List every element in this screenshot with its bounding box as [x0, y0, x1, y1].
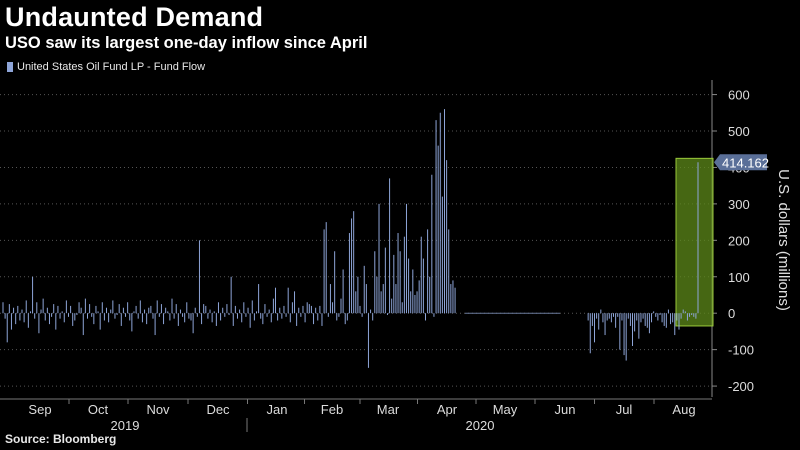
x-tick-label: Nov [146, 402, 170, 417]
last-value-callout [714, 154, 767, 171]
x-tick-label: Aug [672, 402, 695, 417]
x-tick-label: Feb [321, 402, 343, 417]
x-tick-label: Apr [437, 402, 458, 417]
y-tick-label: 500 [728, 124, 750, 139]
y-tick-label: 600 [728, 88, 750, 103]
source-note: Source: Bloomberg [5, 432, 117, 446]
x-tick-label: Jul [616, 402, 633, 417]
chart-subtitle: USO saw its largest one-day inflow since… [5, 34, 368, 52]
legend-swatch [7, 62, 13, 72]
y-tick-label: 300 [728, 197, 750, 212]
y-tick-label: -200 [728, 379, 754, 394]
x-tick-label: Dec [206, 402, 230, 417]
x-tick-label: May [493, 402, 518, 417]
x-tick-label: Sep [28, 402, 51, 417]
chart-title: Undaunted Demand [5, 2, 264, 32]
legend-label: United States Oil Fund LP - Fund Flow [17, 61, 206, 73]
last-value-label: 414.162 [722, 155, 769, 170]
x-tick-label: Jan [267, 402, 288, 417]
legend: United States Oil Fund LP - Fund Flow [7, 61, 205, 73]
highlight-box [675, 157, 714, 327]
y-tick-label: 100 [728, 270, 750, 285]
y-tick-label: 0 [728, 306, 735, 321]
y-axis-label: U.S. dollars (millions) [775, 169, 792, 311]
y-tick-label: 200 [728, 233, 750, 248]
x-tick-label: Oct [88, 402, 109, 417]
x-tick-label: Mar [377, 402, 400, 417]
x-year-label: 2019 [111, 418, 140, 433]
x-tick-label: Jun [555, 402, 576, 417]
x-year-label: 2020 [466, 418, 495, 433]
y-tick-label: -100 [728, 343, 754, 358]
